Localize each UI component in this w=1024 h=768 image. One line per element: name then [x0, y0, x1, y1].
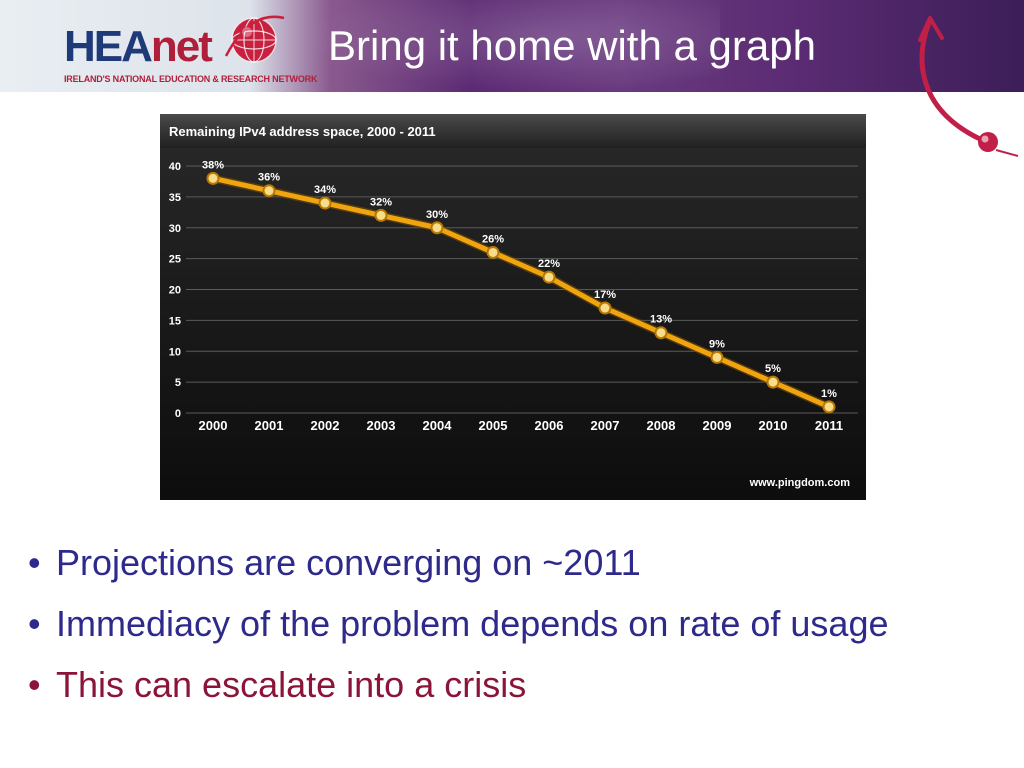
data-point: [430, 221, 444, 235]
logo-wordmark-hea: HEA: [64, 22, 153, 71]
bullet-text: Immediacy of the problem depends on rate…: [56, 603, 889, 644]
x-tick-label: 2010: [759, 418, 788, 433]
x-tick-label: 2005: [479, 418, 508, 433]
data-point: [374, 208, 388, 222]
x-tick-label: 2006: [535, 418, 564, 433]
chart-title-bar: [160, 114, 866, 148]
x-tick-label: 2000: [199, 418, 228, 433]
slide-title: Bring it home with a graph: [328, 22, 816, 69]
x-tick-label: 2002: [311, 418, 340, 433]
chart-axes: 0 5 10 15 20 25 30 35 40 2000 2001 2002 2003 2004 2005…: [169, 161, 843, 433]
bullet-item: • This can escalate into a crisis: [28, 662, 988, 708]
decorative-swoosh-icon: [918, 16, 1019, 157]
logo-wordmark: HEAnet: [64, 22, 213, 72]
logo-wordmark-net: net: [150, 22, 213, 71]
data-label: 32%: [370, 196, 392, 208]
y-tick-label: 5: [175, 377, 181, 389]
data-label: 22%: [538, 258, 560, 270]
x-tick-label: 2007: [591, 418, 620, 433]
bullet-dot: •: [28, 603, 41, 644]
y-tick-label: 30: [169, 223, 181, 235]
data-point: [822, 400, 836, 414]
x-tick-label: 2001: [255, 418, 284, 433]
globe-icon: [224, 15, 285, 63]
header-glow: [300, 0, 720, 92]
x-tick-label: 2008: [647, 418, 676, 433]
data-label: 5%: [765, 363, 781, 375]
data-point: [262, 184, 276, 198]
slide-header: HEAnet IRELAND'S NATIONAL EDUCATION & RE…: [0, 0, 1024, 92]
ipv4-chart: Remaining IPv4 address space, 2000 - 201…: [160, 114, 866, 500]
chart-source: www.pingdom.com: [749, 477, 851, 489]
bullet-dot: •: [28, 542, 41, 583]
bullet-list: • Projections are converging on ~2011 • Im…: [28, 540, 988, 723]
data-label: 26%: [482, 233, 504, 245]
y-tick-label: 0: [175, 408, 181, 420]
y-tick-label: 35: [169, 192, 181, 204]
data-label: 13%: [650, 314, 672, 326]
data-point: [598, 301, 612, 315]
y-tick-label: 20: [169, 285, 181, 297]
x-tick-label: 2011: [815, 418, 843, 433]
y-tick-label: 40: [169, 161, 181, 173]
bullet-text: Projections are converging on ~2011: [56, 542, 641, 583]
data-point: [654, 326, 668, 340]
data-point: [542, 270, 556, 284]
data-label: 34%: [314, 184, 336, 196]
bullet-dot: •: [28, 664, 41, 705]
data-point: [766, 375, 780, 389]
y-tick-label: 15: [169, 315, 181, 327]
data-point: [486, 245, 500, 259]
chart-title: Remaining IPv4 address space, 2000 - 201…: [169, 124, 436, 139]
logo-tagline: IRELAND'S NATIONAL EDUCATION & RESEARCH …: [64, 74, 318, 84]
data-label: 30%: [426, 209, 448, 221]
data-point: [206, 171, 220, 185]
x-tick-label: 2003: [367, 418, 396, 433]
bullet-item: • Immediacy of the problem depends on rat…: [28, 601, 988, 647]
data-label: 36%: [258, 172, 280, 184]
bullet-text: This can escalate into a crisis: [56, 664, 527, 705]
heanet-logo: HEAnet IRELAND'S NATIONAL EDUCATION & RE…: [50, 4, 317, 90]
series-line: [210, 175, 832, 410]
data-label: 9%: [709, 338, 725, 350]
x-tick-label: 2004: [423, 418, 453, 433]
data-label: 1%: [821, 388, 837, 400]
bullet-item: • Projections are converging on ~2011: [28, 540, 988, 586]
y-tick-label: 25: [169, 254, 181, 266]
y-tick-label: 10: [169, 346, 181, 358]
chart-grid: [186, 165, 858, 414]
data-label: 38%: [202, 159, 224, 171]
chart-series: 38% 36% 34% 32% 30% 26% 22% 17% 13% 9% 5% 1%: [202, 159, 837, 414]
data-point: [710, 350, 724, 364]
data-label: 17%: [594, 289, 616, 301]
chart-svg: Remaining IPv4 address space, 2000 - 201…: [160, 114, 866, 500]
data-point: [318, 196, 332, 210]
chart-background: [160, 114, 866, 500]
x-tick-label: 2009: [703, 418, 732, 433]
